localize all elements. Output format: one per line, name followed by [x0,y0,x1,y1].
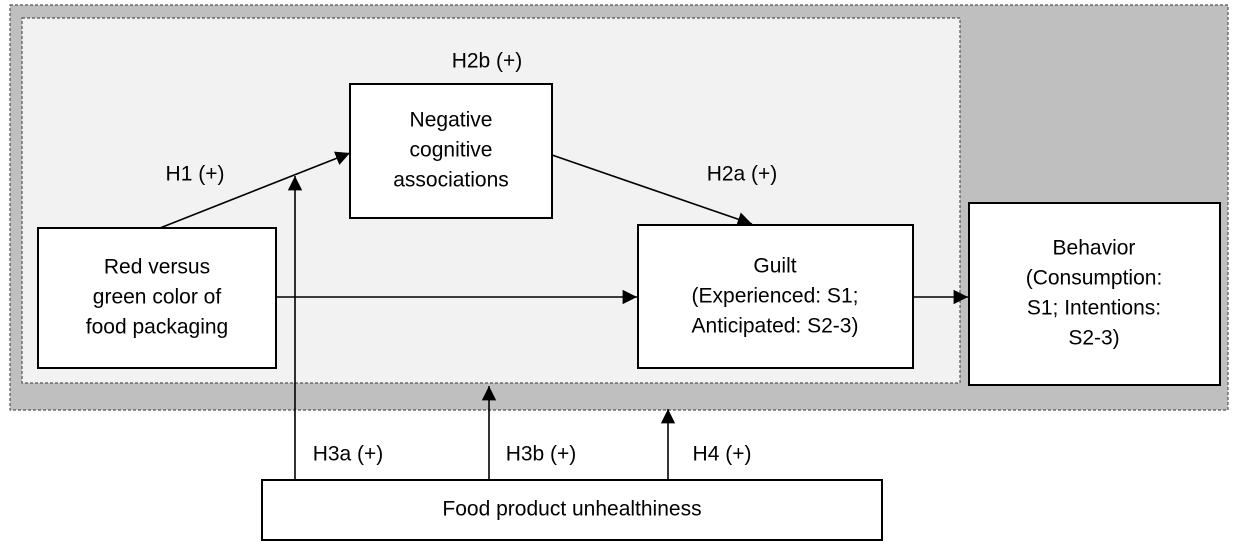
node-label: Food product unhealthiness [442,498,701,521]
node-box [968,202,1221,386]
edge-label: H1 (+) [166,163,225,186]
edge-label: H2b (+) [452,50,523,73]
node-label: (Experienced: S1; [692,285,859,308]
node-box [637,224,914,369]
edge-label: H3b (+) [506,443,577,466]
node-label: associations [393,169,509,192]
edge-label: H3a (+) [313,443,384,466]
node-label: cognitive [410,139,493,162]
node-label: green color of [93,286,222,309]
edge-label: H4 (+) [693,443,752,466]
node-label: Red versus [104,256,210,279]
node-label: Anticipated: S2-3) [692,315,859,338]
node-label: (Consumption: [1026,267,1163,290]
node-label: S2-3) [1068,327,1119,350]
node-box [349,83,553,219]
node-labels: Negative cognitive associations Red versus g… [86,109,1163,521]
node-label: Negative [410,109,493,132]
node-box [261,479,883,541]
edge-label: H2a (+) [707,163,778,186]
arrow [551,154,753,227]
node-label: S1; Intentions: [1027,297,1161,320]
node-box [37,227,277,369]
node-label: food packaging [86,316,228,339]
node-label: Behavior [1053,237,1136,260]
arrow [159,151,351,229]
node-label: Guilt [753,255,796,278]
